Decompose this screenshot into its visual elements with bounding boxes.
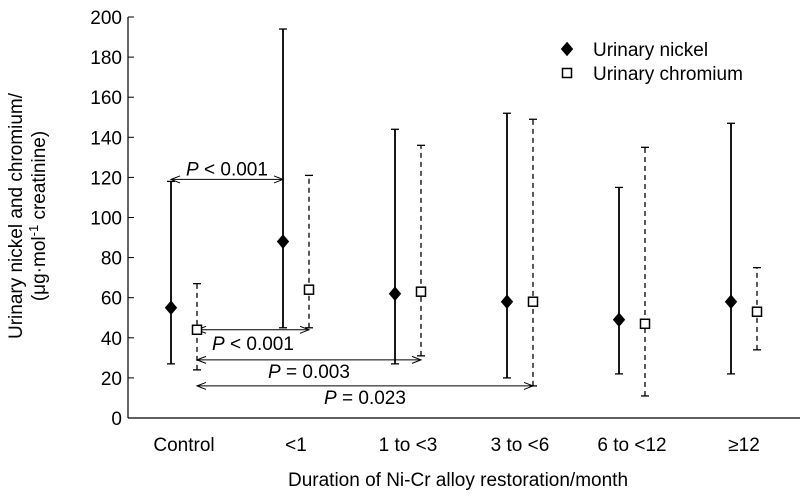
- y-axis-ticks: 0 20 40 60 80 100 120 140 160 180 200: [90, 8, 134, 430]
- series: [164, 28, 763, 397]
- significance-bracket: P = 0.023: [195, 381, 535, 409]
- significance-bracket: P < 0.001: [195, 325, 311, 355]
- y-axis-label-line1: Urinary nickel and chromium/: [6, 92, 27, 339]
- x-axis-label: Duration of Ni-Cr alloy restoration/mont…: [288, 470, 628, 491]
- y-axis-label-unit-pre: (μg·mol: [29, 236, 50, 301]
- bracket-arrow-left: [169, 175, 181, 184]
- p-value-text: < 0.001: [225, 334, 294, 355]
- legend-label: Urinary chromium: [593, 64, 743, 85]
- x-tick-label: ≥12: [728, 435, 760, 456]
- legend: Urinary nickel Urinary chromium: [560, 40, 743, 85]
- significance-bracket: P < 0.001: [169, 159, 285, 184]
- data-point: [724, 294, 738, 309]
- p-value-label: P = 0.023: [324, 388, 406, 409]
- p-value-text: = 0.023: [337, 388, 406, 409]
- y-tick-label: 80: [101, 249, 122, 270]
- p-value-label: P = 0.003: [268, 362, 350, 383]
- y-tick-label: 20: [101, 369, 122, 390]
- data-point: [527, 296, 539, 307]
- p-symbol: P: [324, 388, 337, 409]
- x-tick-label: 1 to <3: [379, 435, 438, 456]
- x-tick-label: Control: [153, 435, 214, 456]
- y-tick-label: 160: [90, 88, 122, 109]
- data-point: [191, 324, 203, 336]
- y-tick-label: 40: [101, 329, 122, 350]
- data-point: [751, 306, 763, 317]
- data-point: [388, 286, 402, 301]
- data-point: [500, 294, 514, 309]
- x-axis-ticks: Control <1 1 to <3 3 to <6 6 to <12 ≥12: [153, 435, 759, 456]
- series-urinary-chromium: [191, 118, 763, 397]
- data-point: [612, 312, 626, 328]
- y-tick-label: 100: [90, 209, 122, 230]
- series-urinary-nickel: [164, 28, 738, 379]
- p-value-label: P < 0.001: [186, 159, 268, 180]
- significance-bracket: P = 0.003: [195, 355, 423, 383]
- p-symbol: P: [212, 334, 225, 355]
- legend-item: Urinary nickel: [560, 40, 708, 61]
- bracket-arrow-right: [299, 325, 311, 334]
- y-axis-label-unit: (μg·mol-1 creatinine): [26, 131, 50, 301]
- bracket-arrow-left: [195, 381, 207, 390]
- y-tick-label: 60: [101, 289, 122, 310]
- data-point: [415, 286, 427, 297]
- x-tick-label: 6 to <12: [597, 435, 666, 456]
- p-value-text: < 0.001: [199, 159, 268, 180]
- p-value-text: = 0.003: [281, 362, 350, 383]
- data-point: [164, 300, 178, 315]
- data-point: [639, 318, 651, 330]
- y-tick-label: 120: [90, 168, 122, 189]
- data-point: [303, 284, 315, 295]
- y-tick-label: 180: [90, 48, 122, 69]
- p-value-label: P < 0.001: [212, 334, 294, 355]
- y-tick-label: 200: [90, 8, 122, 29]
- legend-item: Urinary chromium: [561, 64, 743, 85]
- x-tick-label: <1: [285, 435, 307, 456]
- y-tick-label: 140: [90, 128, 122, 149]
- p-symbol: P: [268, 362, 281, 383]
- y-axis-label-line2: (μg·mol-1 creatinine): [26, 131, 50, 301]
- p-symbol: P: [186, 159, 199, 180]
- legend-marker: [561, 67, 573, 79]
- y-axis-label-unit-sup: -1: [26, 225, 41, 237]
- data-point: [276, 234, 290, 249]
- y-axis-label: Urinary nickel and chromium/: [6, 92, 27, 339]
- bracket-arrow-right: [411, 355, 423, 364]
- legend-label: Urinary nickel: [593, 40, 708, 61]
- legend-marker: [560, 41, 574, 57]
- y-axis-label-unit-post: creatinine): [29, 131, 50, 225]
- y-tick-label: 0: [111, 409, 122, 430]
- x-tick-label: 3 to <6: [491, 435, 550, 456]
